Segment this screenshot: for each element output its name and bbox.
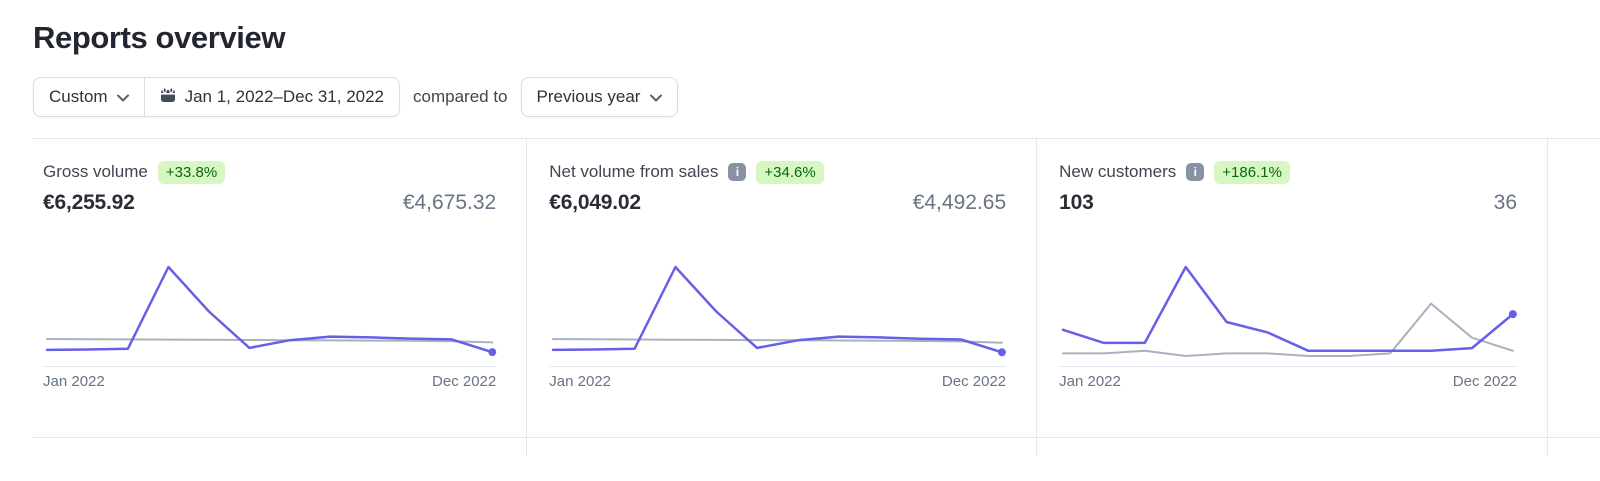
- date-filter-group: Custom Jan 1, 2022–Dec 31, 2022: [33, 77, 401, 117]
- date-range-button[interactable]: Jan 1, 2022–Dec 31, 2022: [145, 78, 399, 116]
- growth-badge: +186.1%: [1214, 160, 1290, 184]
- range-type-label: Custom: [49, 87, 108, 106]
- previous-value: €4,492.65: [912, 191, 1007, 214]
- comparison-dropdown[interactable]: Previous year: [520, 77, 679, 117]
- axis-end-label: Dec 2022: [941, 373, 1007, 390]
- growth-badge: +34.6%: [756, 160, 824, 184]
- new-customers-sparkline[interactable]: [1059, 261, 1517, 366]
- growth-badge: +33.8%: [157, 160, 226, 184]
- filter-bar: Custom Jan 1, 2022–Dec 31, 2022 compared…: [33, 77, 1600, 117]
- card-title: New customers: [1059, 162, 1177, 181]
- x-axis: Jan 2022 Dec 2022: [549, 366, 1007, 390]
- current-value: 103: [1059, 191, 1094, 214]
- axis-start-label: Jan 2022: [549, 373, 611, 390]
- x-axis: Jan 2022 Dec 2022: [1059, 366, 1517, 390]
- metric-card-gross-volume[interactable]: Gross volume +33.8% €6,255.92 €4,675.32 …: [33, 139, 527, 456]
- axis-start-label: Jan 2022: [43, 373, 105, 390]
- axis-end-label: Dec 2022: [1452, 373, 1517, 390]
- card-title: Gross volume: [43, 162, 148, 181]
- x-axis: Jan 2022 Dec 2022: [43, 366, 497, 390]
- gross-volume-sparkline[interactable]: [43, 261, 497, 366]
- date-range-label: Jan 1, 2022–Dec 31, 2022: [184, 87, 385, 106]
- net-volume-sparkline[interactable]: [549, 261, 1007, 366]
- page-title: Reports overview: [33, 20, 286, 55]
- previous-value: 36: [1493, 191, 1517, 214]
- axis-start-label: Jan 2022: [1059, 373, 1121, 390]
- info-icon[interactable]: i: [728, 163, 747, 181]
- axis-end-label: Dec 2022: [432, 373, 497, 390]
- info-icon[interactable]: i: [1186, 163, 1205, 181]
- metric-card-net-volume[interactable]: Net volume from sales i +34.6% €6,049.02…: [526, 139, 1037, 456]
- comparison-label: Previous year: [536, 87, 641, 106]
- range-type-dropdown[interactable]: Custom: [34, 78, 144, 116]
- previous-value: €4,675.32: [402, 191, 497, 214]
- next-card-sliver: [1547, 139, 1600, 456]
- metric-card-new-customers[interactable]: New customers i +186.1% 103 36 Jan 2022 …: [1036, 139, 1547, 456]
- compared-to-label: compared to: [413, 87, 508, 106]
- chevron-down-icon: [116, 87, 129, 107]
- pill-divider: [143, 78, 145, 116]
- card-title: Net volume from sales: [549, 162, 719, 181]
- calendar-icon: [160, 86, 176, 108]
- current-value: €6,255.92: [43, 191, 135, 214]
- current-value: €6,049.02: [549, 191, 641, 214]
- reports-grid: Gross volume +33.8% €6,255.92 €4,675.32 …: [33, 138, 1600, 456]
- chevron-down-icon: [650, 87, 663, 107]
